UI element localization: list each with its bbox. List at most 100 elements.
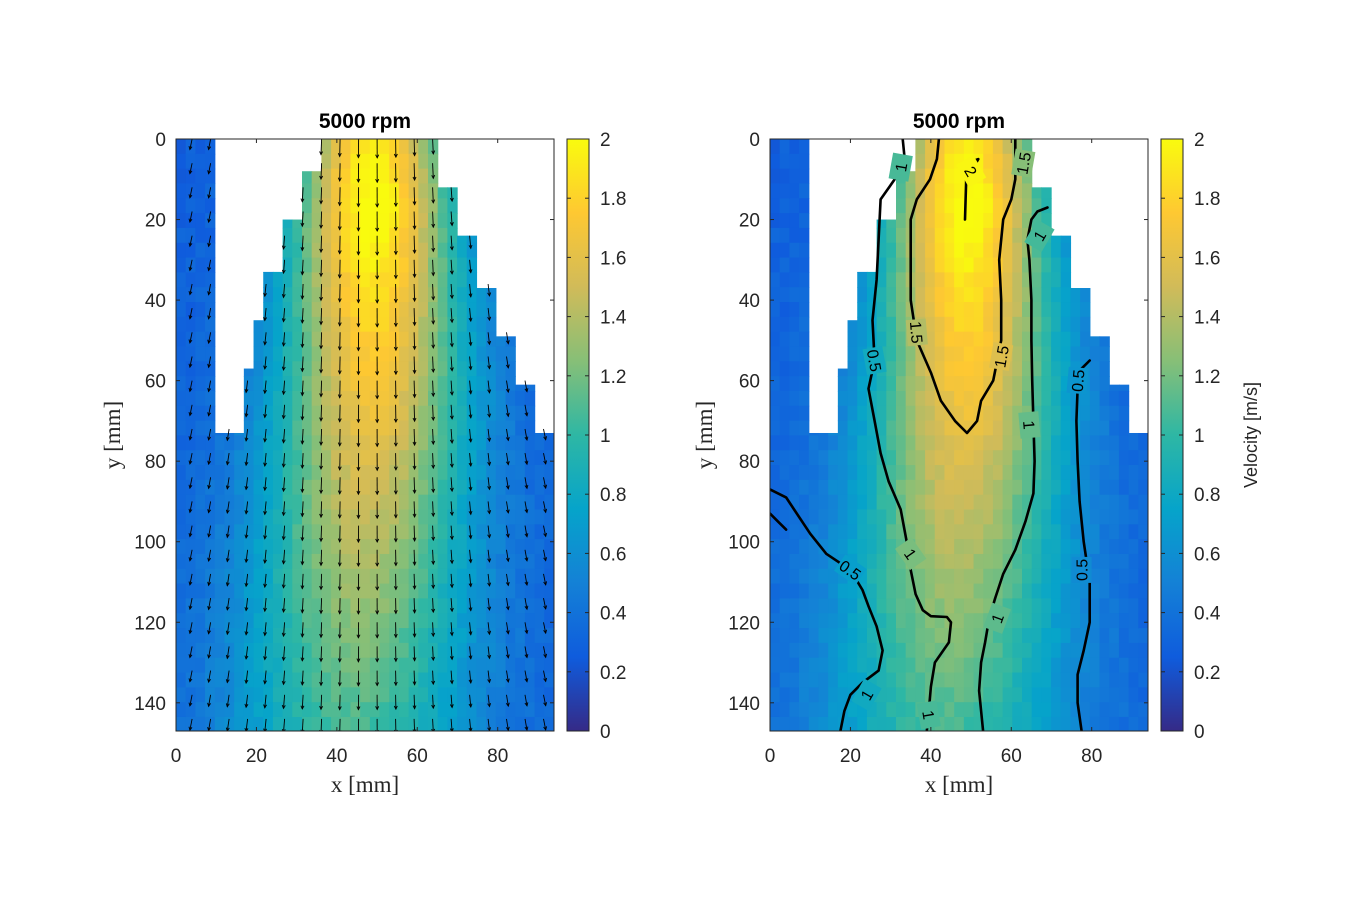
heatmap-cell — [408, 479, 419, 496]
heatmap-cell — [973, 716, 984, 731]
x-tick-label: 0 — [765, 746, 776, 767]
heatmap-cell — [973, 539, 984, 555]
heatmap-cell — [818, 598, 829, 614]
heatmap-cell — [925, 198, 936, 214]
heatmap-cell — [360, 168, 371, 185]
heatmap-cell — [944, 153, 955, 170]
colorbar-tick-label: 1 — [600, 426, 611, 447]
heatmap-cell — [379, 287, 390, 303]
quiver-arrow-head — [375, 395, 380, 400]
heatmap-cell — [934, 687, 946, 703]
heatmap-cell — [515, 716, 526, 731]
right-colorbar-label: Velocity [m/s] — [1241, 382, 1261, 488]
heatmap-cell — [515, 657, 526, 674]
heatmap-cell — [302, 509, 313, 525]
quiver-arrow-head — [263, 559, 267, 564]
heatmap-cell — [360, 346, 371, 362]
quiver-arrow-head — [207, 678, 211, 684]
heatmap-cell — [944, 642, 955, 659]
heatmap-cell — [973, 420, 984, 436]
heatmap-cell — [857, 405, 868, 422]
heatmap-cell — [973, 479, 984, 496]
quiver-arrow-head — [412, 465, 417, 471]
heatmap-cell — [486, 288, 497, 303]
heatmap-cell — [1109, 702, 1120, 718]
heatmap-cell — [466, 628, 478, 644]
quiver-arrow — [413, 598, 416, 613]
quiver-arrow — [432, 283, 434, 300]
y-tick-label: 100 — [728, 533, 760, 554]
heatmap-cell — [486, 613, 497, 629]
heatmap-cell — [886, 405, 897, 422]
heatmap-cell — [934, 628, 946, 644]
heatmap-cell — [350, 524, 361, 540]
heatmap-cell — [495, 509, 507, 525]
contour-label: 1 — [893, 162, 911, 174]
heatmap-cell — [398, 302, 410, 318]
heatmap-cell — [340, 183, 352, 199]
heatmap-cell — [1022, 479, 1033, 496]
heatmap-cell — [544, 672, 554, 688]
heatmap-cell — [340, 657, 352, 674]
heatmap-cell — [476, 509, 487, 525]
heatmap-cell — [360, 213, 371, 229]
heatmap-cell — [1089, 450, 1101, 466]
quiver-arrow-head — [393, 178, 398, 183]
heatmap-cell — [1118, 657, 1130, 674]
heatmap-cell — [1041, 435, 1052, 451]
quiver-arrow-head — [487, 485, 492, 491]
heatmap-cell — [1012, 420, 1023, 436]
heatmap-cell — [428, 198, 439, 214]
heatmap-cell — [243, 420, 255, 436]
heatmap-cell — [466, 657, 478, 674]
heatmap-cell — [495, 642, 507, 659]
heatmap-cell — [534, 432, 545, 437]
quiver-arrow-head — [505, 557, 510, 563]
heatmap-cell — [973, 153, 984, 170]
quiver-arrow — [320, 139, 323, 155]
heatmap-cell — [1012, 702, 1023, 718]
quiver-arrow — [245, 694, 249, 708]
heatmap-cell — [1051, 435, 1062, 451]
heatmap-cell — [398, 479, 410, 496]
heatmap-cell — [428, 272, 439, 288]
heatmap-cell — [302, 598, 313, 614]
heatmap-cell — [466, 494, 478, 511]
quiver-arrow-head — [337, 346, 342, 351]
y-tick-label: 40 — [739, 291, 760, 312]
quiver-arrow — [450, 187, 453, 202]
heatmap-cell — [185, 553, 196, 570]
quiver-arrow-head — [412, 441, 417, 447]
heatmap-cell — [857, 361, 868, 377]
quiver-arrow — [413, 646, 416, 661]
quiver-arrow — [226, 428, 230, 441]
heatmap-cell — [321, 687, 332, 703]
heatmap-cell — [1002, 524, 1013, 540]
heatmap-cell — [779, 568, 790, 585]
heatmap-cell — [1022, 524, 1033, 540]
heatmap-cell — [857, 539, 868, 555]
quiver-arrow-head — [543, 460, 548, 465]
heatmap-cell — [272, 539, 284, 555]
heatmap-cell — [447, 568, 458, 585]
heatmap-cell — [321, 331, 332, 348]
heatmap-cell — [1089, 568, 1101, 585]
quiver-arrow-head — [319, 513, 323, 519]
quiver-arrow-head — [319, 537, 323, 543]
heatmap-cell — [447, 613, 458, 629]
heatmap-cell — [282, 494, 293, 511]
heatmap-cell — [1012, 687, 1023, 703]
quiver-arrow-head — [337, 514, 342, 519]
heatmap-cell — [272, 657, 284, 674]
heatmap-cell — [886, 227, 897, 244]
heatmap-cell — [379, 139, 390, 155]
heatmap-cell — [828, 479, 839, 496]
heatmap-cell — [847, 494, 858, 511]
heatmap-cell — [934, 524, 946, 540]
heatmap-cell — [779, 390, 790, 407]
heatmap-cell — [866, 509, 878, 525]
heatmap-cell — [350, 139, 361, 155]
heatmap-cell — [495, 465, 507, 481]
heatmap-cell — [818, 465, 829, 481]
